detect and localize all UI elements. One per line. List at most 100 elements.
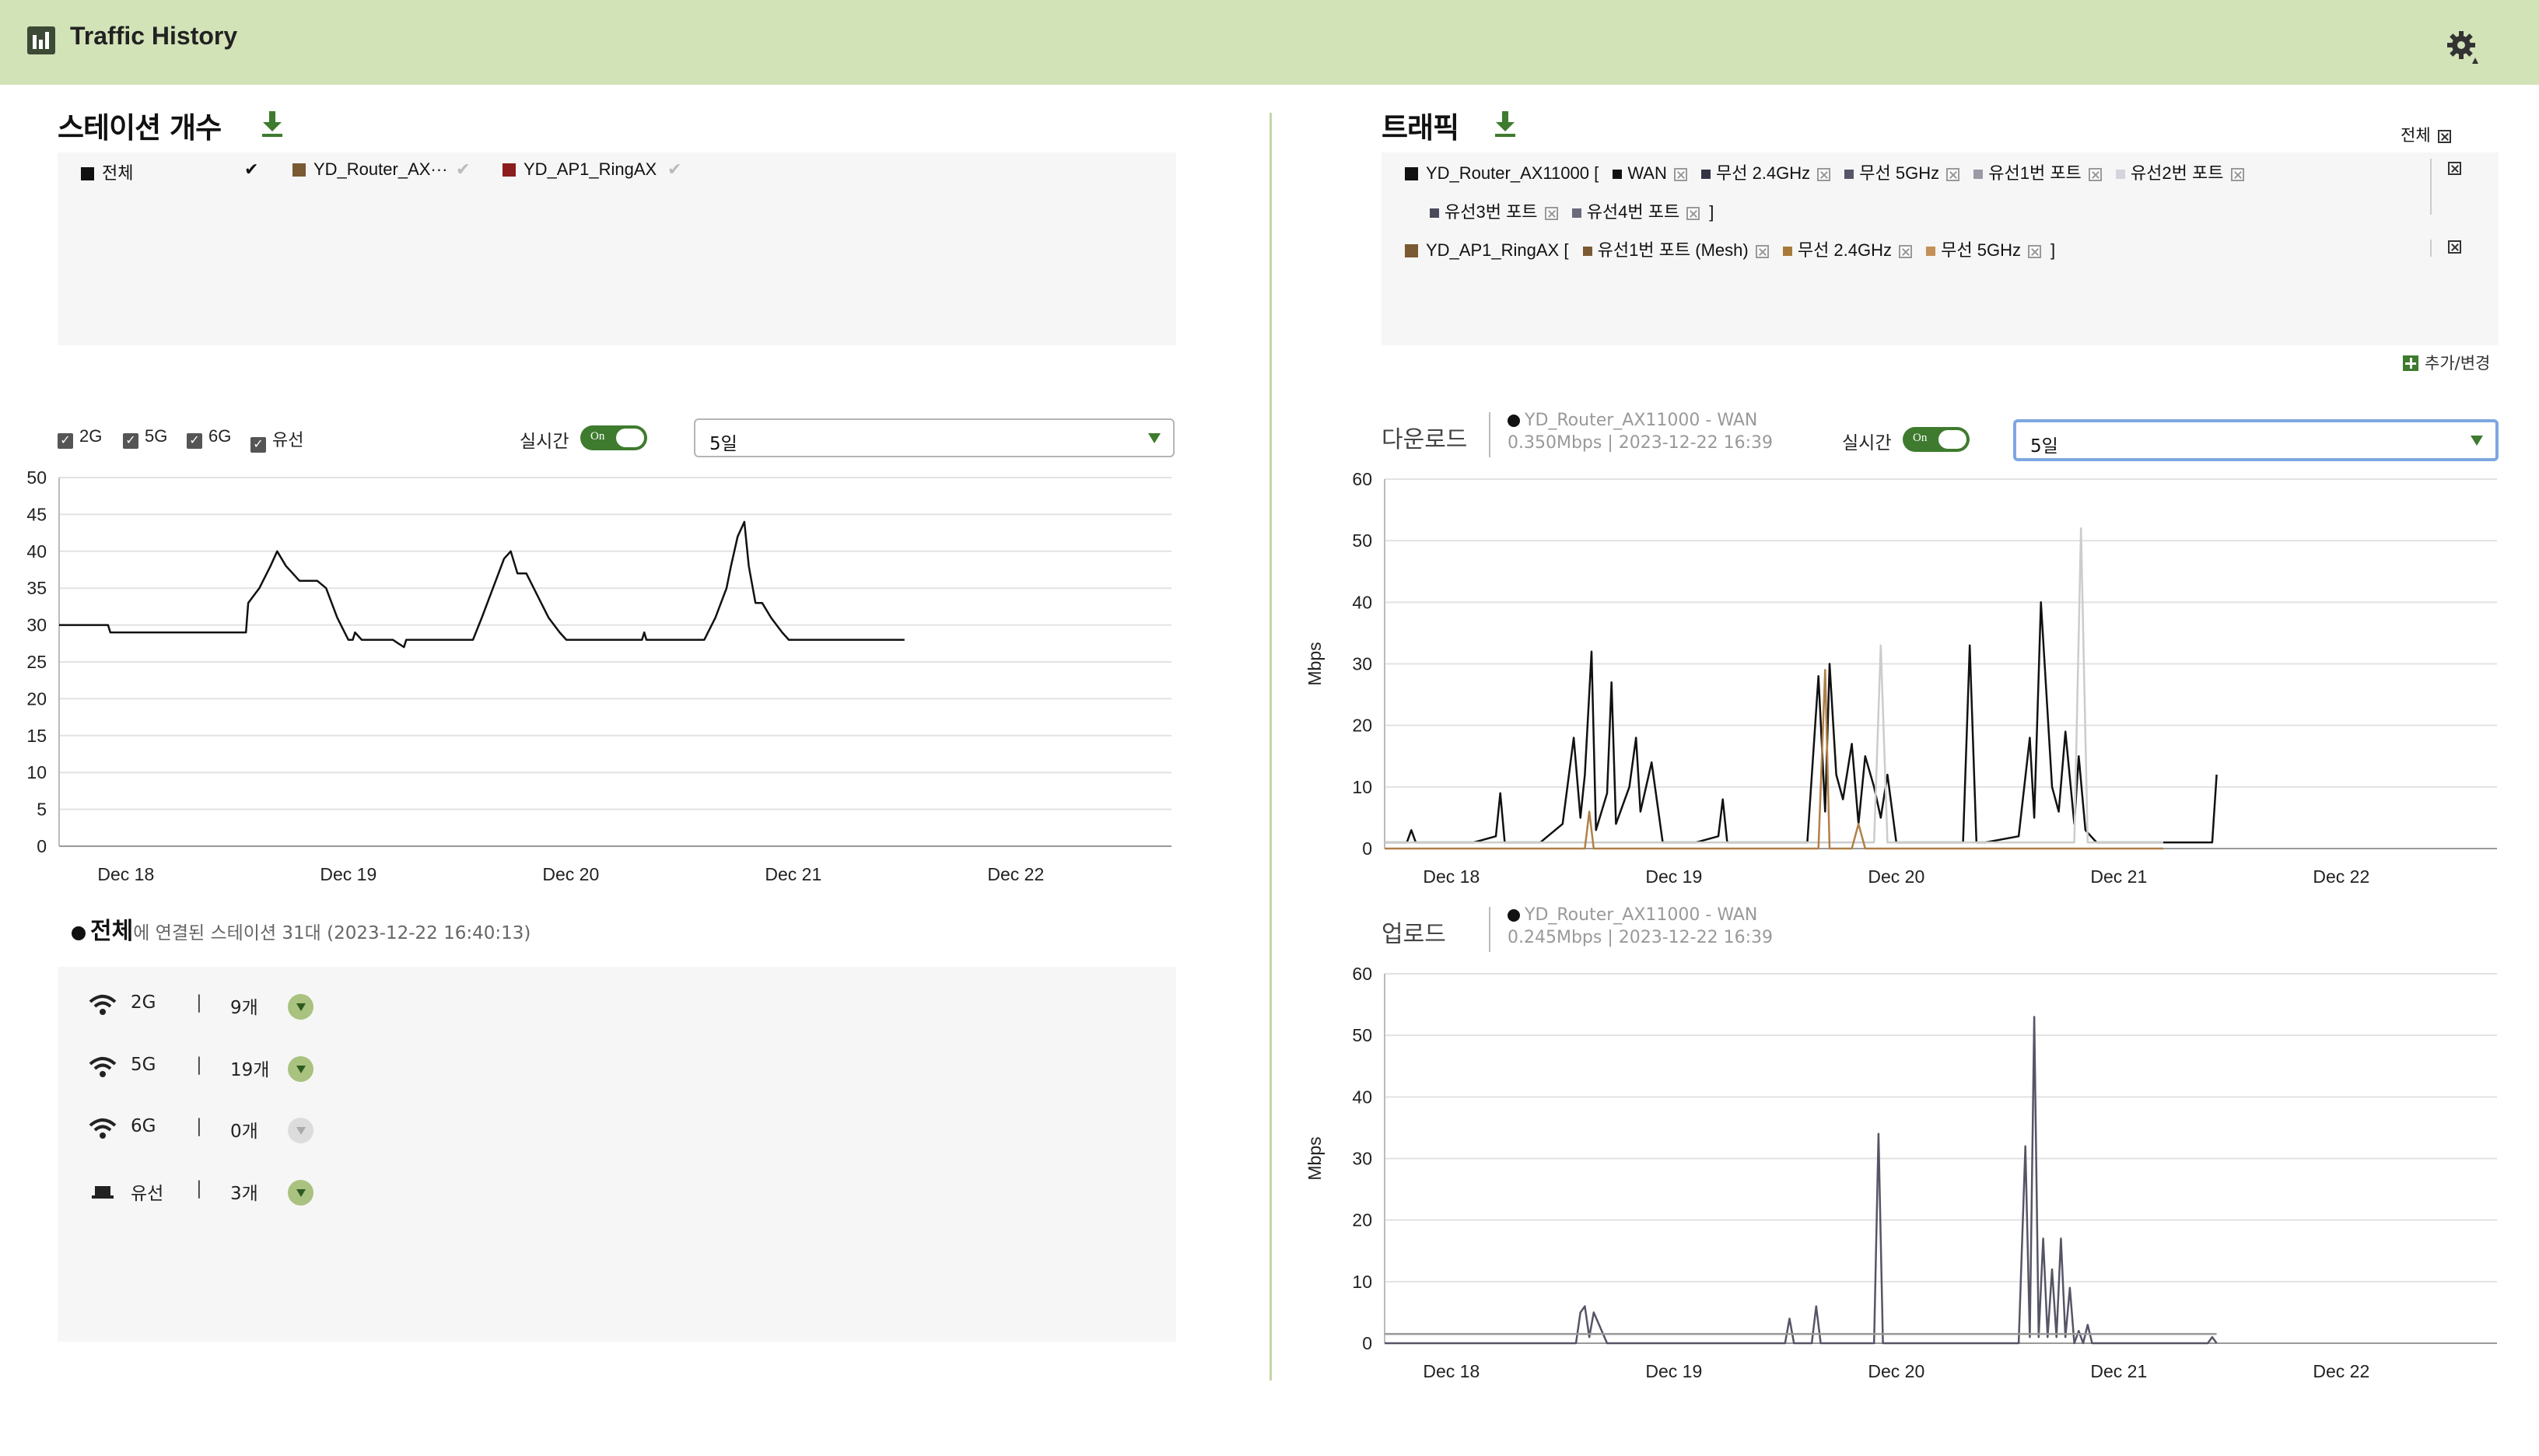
realtime-toggle[interactable]: On: [1903, 427, 1970, 452]
station-count-title: 스테이션 개수: [58, 111, 222, 145]
summary-name: 전체: [90, 918, 134, 945]
legend-item-router[interactable]: YD_Router_AX··· ✔: [292, 159, 470, 180]
y-tick-label: 0: [1362, 1333, 1372, 1353]
legend-label: YD_AP1_RingAX: [524, 159, 657, 179]
series-name: YD_Router_AX11000 - WAN: [1525, 411, 1758, 430]
close-icon[interactable]: [2027, 245, 2041, 258]
legend-swatch: [81, 167, 94, 180]
dot-icon: [72, 926, 86, 940]
clear-all-button[interactable]: 전체: [2401, 123, 2460, 146]
band-checkbox-6g[interactable]: ✓ 6G: [187, 426, 231, 449]
expand-button[interactable]: [288, 1056, 313, 1082]
y-tick-label: 20: [1352, 1210, 1372, 1230]
legend-swatch: [503, 163, 516, 177]
device-name: YD_AP1_RingAX: [1426, 240, 1560, 260]
y-tick-label: 10: [26, 762, 47, 782]
device-name: YD_Router_AX11000: [1426, 163, 1589, 183]
x-tick-label: Dec 20: [1868, 866, 1924, 887]
header-separator: [1489, 412, 1490, 457]
legend-swatch: [1430, 208, 1439, 218]
band-name: 2G: [131, 992, 156, 1013]
realtime-toggle[interactable]: On: [580, 425, 647, 450]
y-tick-label: 50: [1352, 530, 1372, 551]
row-divider: [2430, 159, 2432, 215]
checkbox-icon: ✓: [187, 433, 202, 449]
gear-icon[interactable]: [2444, 28, 2481, 65]
legend-item-ap1[interactable]: YD_AP1_RingAX ✔: [503, 159, 681, 180]
y-tick-label: 30: [1352, 1149, 1372, 1169]
band-label: 6G: [208, 426, 232, 446]
toggle-knob: [1938, 430, 1966, 449]
y-tick-label: 5: [37, 800, 47, 820]
chevron-down-icon: [2471, 436, 2483, 446]
close-icon[interactable]: [1899, 245, 1913, 258]
band-label: 5G: [145, 426, 168, 446]
band-checkbox-5g[interactable]: ✓ 5G: [123, 426, 167, 449]
y-tick-label: 10: [1352, 777, 1372, 797]
bracket: [: [1564, 240, 1569, 260]
close-icon[interactable]: [2448, 162, 2461, 175]
y-tick-label: 60: [1352, 964, 1372, 984]
close-icon[interactable]: [2088, 168, 2102, 181]
period-value: 5일: [709, 434, 737, 454]
checkbox-icon: ✓: [123, 433, 138, 449]
x-tick-label: Dec 21: [2090, 866, 2147, 887]
close-icon[interactable]: [1755, 245, 1769, 258]
band-label: 유선: [272, 430, 304, 450]
station-count: 3개: [230, 1184, 258, 1204]
y-tick-label: 40: [26, 541, 47, 562]
station-period-select[interactable]: 5일: [694, 418, 1175, 457]
station-summary: 전체에 연결된 스테이션 31대 (2023-12-22 16:40:13): [72, 912, 531, 946]
traffic-legend-panel: YD_Router_AX11000 [ WAN 무선 2.4GHz 무선 5GH…: [1382, 152, 2499, 345]
expand-button[interactable]: [288, 994, 313, 1020]
close-icon[interactable]: [1544, 207, 1558, 220]
close-icon[interactable]: [1817, 168, 1831, 181]
legend-item-all[interactable]: 전체 ✔: [81, 159, 258, 184]
close-icon[interactable]: [2448, 240, 2461, 254]
y-tick-label: 40: [1352, 592, 1372, 612]
station-count: 0개: [230, 1122, 258, 1142]
close-icon[interactable]: [1686, 207, 1700, 220]
band-name: 6G: [131, 1116, 156, 1136]
x-tick-label: Dec 18: [97, 864, 154, 884]
toggle-label: On: [1913, 432, 1928, 444]
close-icon[interactable]: [1946, 168, 1960, 181]
traffic-legend-router-cont: 유선3번 포트 유선4번 포트]: [1430, 198, 1714, 223]
series-value: 0.245Mbps | 2023-12-22 16:39: [1508, 928, 1773, 947]
band-checkbox-wired[interactable]: ✓ 유선: [250, 426, 303, 453]
y-tick-label: 10: [1352, 1272, 1372, 1292]
download-icon[interactable]: [1494, 110, 1517, 138]
legend-swatch: [1405, 167, 1418, 180]
y-tick-label: 20: [26, 688, 47, 709]
upload-info: YD_Router_AX11000 - WAN 0.245Mbps | 2023…: [1508, 904, 1773, 949]
legend-label: 유선4번 포트: [1586, 202, 1680, 222]
separator: |: [196, 992, 202, 1013]
add-change-button[interactable]: 추가/변경: [2403, 351, 2490, 374]
download-icon[interactable]: [261, 110, 284, 138]
legend-label: WAN: [1627, 163, 1667, 183]
expand-button[interactable]: [288, 1118, 313, 1143]
legend-swatch: [1405, 244, 1418, 257]
y-tick-label: 25: [26, 652, 47, 672]
summary-text: 에 연결된 스테이션 31대 (2023-12-22 16:40:13): [133, 923, 531, 943]
series-line: [59, 520, 905, 649]
band-label: 2G: [79, 426, 103, 446]
series-line: [1385, 527, 2163, 844]
station-chart: 0 5 10 15 20 25 30 35 40 45 50 Dec 18 Dec 19 Dec 20 De…: [26, 467, 1171, 884]
series-line: [1385, 669, 2163, 850]
dot-icon: [1508, 909, 1520, 922]
close-icon[interactable]: [1673, 168, 1687, 181]
y-tick-label: 40: [1352, 1087, 1372, 1107]
y-axis-label: Mbps: [1307, 642, 1325, 685]
checkbox-icon: ✓: [250, 437, 266, 453]
legend-label: 전체: [102, 163, 134, 183]
expand-button[interactable]: [288, 1180, 313, 1206]
close-icon[interactable]: [2230, 168, 2244, 181]
band-checkbox-2g[interactable]: ✓ 2G: [58, 426, 102, 449]
traffic-period-select[interactable]: 5일: [2013, 419, 2499, 461]
x-tick-label: Dec 21: [765, 864, 821, 884]
y-tick-label: 30: [26, 615, 47, 635]
x-tick-label: Dec 21: [2090, 1361, 2147, 1381]
x-tick-label: Dec 18: [1423, 1361, 1480, 1381]
legend-label: 유선3번 포트: [1445, 202, 1538, 222]
